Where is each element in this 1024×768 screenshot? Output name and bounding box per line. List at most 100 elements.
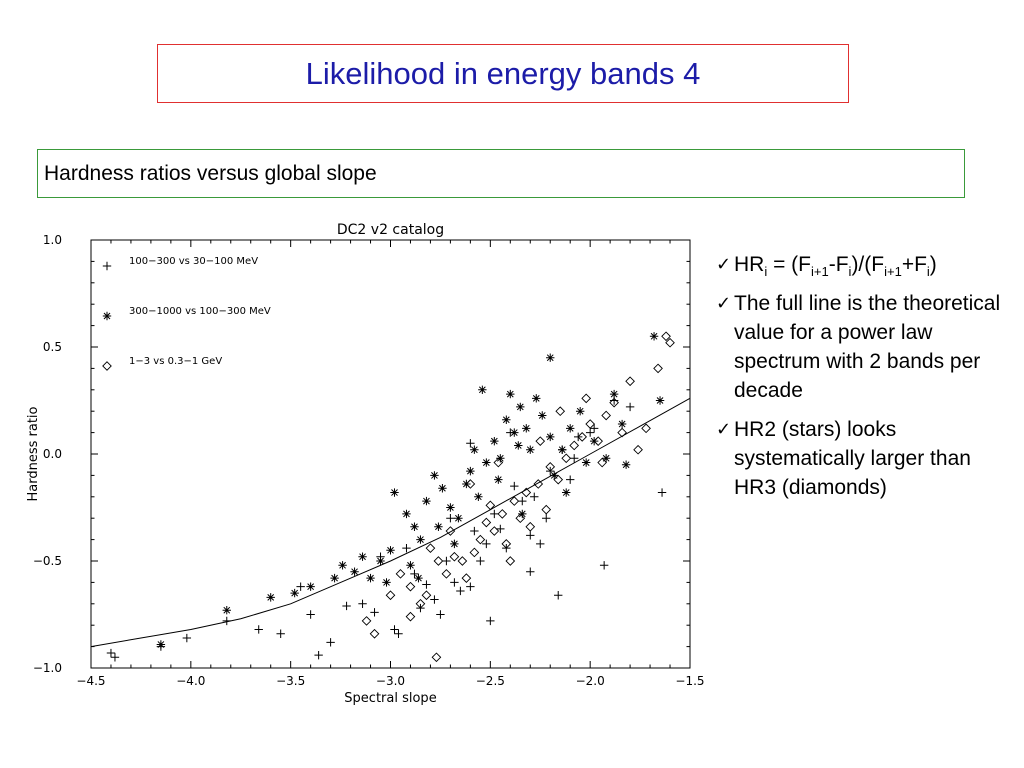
data-point-star: [518, 509, 527, 519]
check-icon: ✓: [716, 254, 732, 275]
legend-marker-diamond: [102, 361, 112, 371]
data-point-star: [434, 522, 443, 531]
bullet-hr2-comparison: ✓ HR2 (stars) looks systematically large…: [716, 415, 1016, 502]
data-point-diamond: [553, 474, 564, 485]
legend-marker-star: [102, 311, 112, 321]
y-tick-label: 0.0: [43, 447, 62, 461]
data-point-star: [546, 432, 555, 442]
data-point-star: [496, 454, 505, 463]
data-point-plus: [566, 475, 575, 484]
data-point-diamond: [449, 551, 460, 562]
theory-curve: [90, 397, 691, 648]
data-point-star: [350, 567, 359, 576]
data-point-diamond: [415, 598, 426, 609]
x-tick-label: −3.5: [276, 674, 305, 688]
data-point-star: [422, 496, 431, 506]
data-point-diamond: [577, 432, 588, 442]
data-point-star: [430, 471, 439, 480]
data-point-diamond: [445, 526, 456, 536]
data-point-diamond: [653, 363, 663, 374]
data-point-plus: [314, 650, 323, 660]
data-point-diamond: [497, 509, 508, 519]
slide-subtitle-box: Hardness ratios versus global slope: [37, 149, 965, 198]
data-point-plus: [482, 539, 491, 549]
bullet-text: The full line is the theoretical value f…: [734, 292, 1001, 402]
data-point-star: [655, 396, 665, 405]
data-point-star: [558, 445, 567, 454]
data-point-star: [376, 556, 385, 566]
data-point-diamond: [533, 479, 544, 489]
data-point-plus: [222, 616, 231, 626]
data-point-plus: [554, 591, 563, 600]
data-point-star: [546, 353, 555, 362]
data-point-diamond: [515, 513, 526, 524]
data-point-star: [522, 424, 531, 433]
data-point-plus: [526, 531, 535, 540]
x-tick-label: −2.5: [476, 674, 505, 688]
data-point-diamond: [505, 556, 516, 566]
data-point-star: [478, 385, 487, 394]
x-axis-label: Spectral slope: [344, 691, 436, 706]
data-point-star: [516, 402, 525, 412]
data-point-plus: [394, 629, 403, 638]
data-point-diamond: [661, 331, 671, 342]
data-point-star: [338, 561, 347, 570]
chart-svg: DC2 v2 catalog −4.5 −4.0 −3.5 −3.0 −2.5 −2.0 −1…: [26, 222, 705, 706]
data-point-plus: [625, 402, 635, 412]
data-point-star: [581, 458, 591, 467]
data-point-diamond: [385, 590, 396, 601]
data-point-diamond: [405, 611, 416, 622]
data-point-diamond: [585, 419, 596, 429]
data-point-plus: [182, 633, 192, 643]
data-point-plus: [542, 514, 551, 523]
data-point-plus: [436, 610, 445, 619]
data-point-star: [466, 466, 475, 476]
y-tick-label: 1.0: [43, 233, 62, 247]
data-point-plus: [490, 509, 499, 519]
data-point-diamond: [489, 526, 500, 536]
data-point-star: [550, 471, 559, 480]
y-tick-label: −1.0: [33, 661, 62, 675]
data-point-star: [621, 460, 631, 469]
data-point-star: [526, 445, 535, 454]
data-point-star: [156, 640, 166, 649]
legend-label: 100−300 vs 30−100 MeV: [129, 256, 258, 267]
data-point-diamond: [461, 573, 472, 583]
data-point-star: [366, 573, 375, 583]
data-point-plus: [306, 610, 315, 619]
data-point-diamond: [569, 440, 580, 451]
data-point-diamond: [369, 628, 380, 639]
plot-frame: [90, 239, 691, 669]
data-point-diamond: [501, 539, 512, 549]
data-point-star: [386, 546, 395, 555]
data-point-star: [382, 578, 391, 587]
bullet-list: ✓ HRi = (Fi+1-Fi)/(Fi+1+Fi) ✓ The full l…: [716, 250, 1016, 512]
data-point-diamond: [395, 569, 406, 579]
data-point-diamond: [535, 436, 546, 446]
data-point-plus: [422, 580, 431, 589]
x-tick-label: −2.0: [576, 674, 605, 688]
data-point-plus: [390, 625, 399, 634]
data-point-plus: [569, 454, 579, 463]
data-point-diamond: [609, 397, 619, 408]
data-point-diamond: [493, 457, 504, 468]
data-point-plus: [370, 608, 379, 617]
data-point-plus: [456, 586, 465, 596]
data-point-diamond: [561, 453, 572, 464]
data-point-star: [538, 411, 547, 420]
data-point-star: [222, 606, 231, 615]
data-point-diamond: [633, 444, 643, 455]
y-axis-label: Hardness ratio: [26, 406, 41, 501]
data-point-diamond: [625, 376, 635, 387]
data-point-plus: [402, 543, 411, 553]
data-point-diamond: [521, 487, 532, 498]
x-tick-label: −1.5: [675, 674, 704, 688]
data-point-star: [510, 428, 519, 437]
data-point-plus: [536, 539, 545, 549]
data-point-star: [617, 419, 627, 429]
data-point-diamond: [481, 517, 492, 528]
bullet-text: HR2 (stars) looks systematically larger …: [734, 418, 971, 499]
data-point-star: [402, 509, 411, 519]
data-point-diamond: [545, 462, 556, 472]
data-point-star: [514, 441, 523, 450]
